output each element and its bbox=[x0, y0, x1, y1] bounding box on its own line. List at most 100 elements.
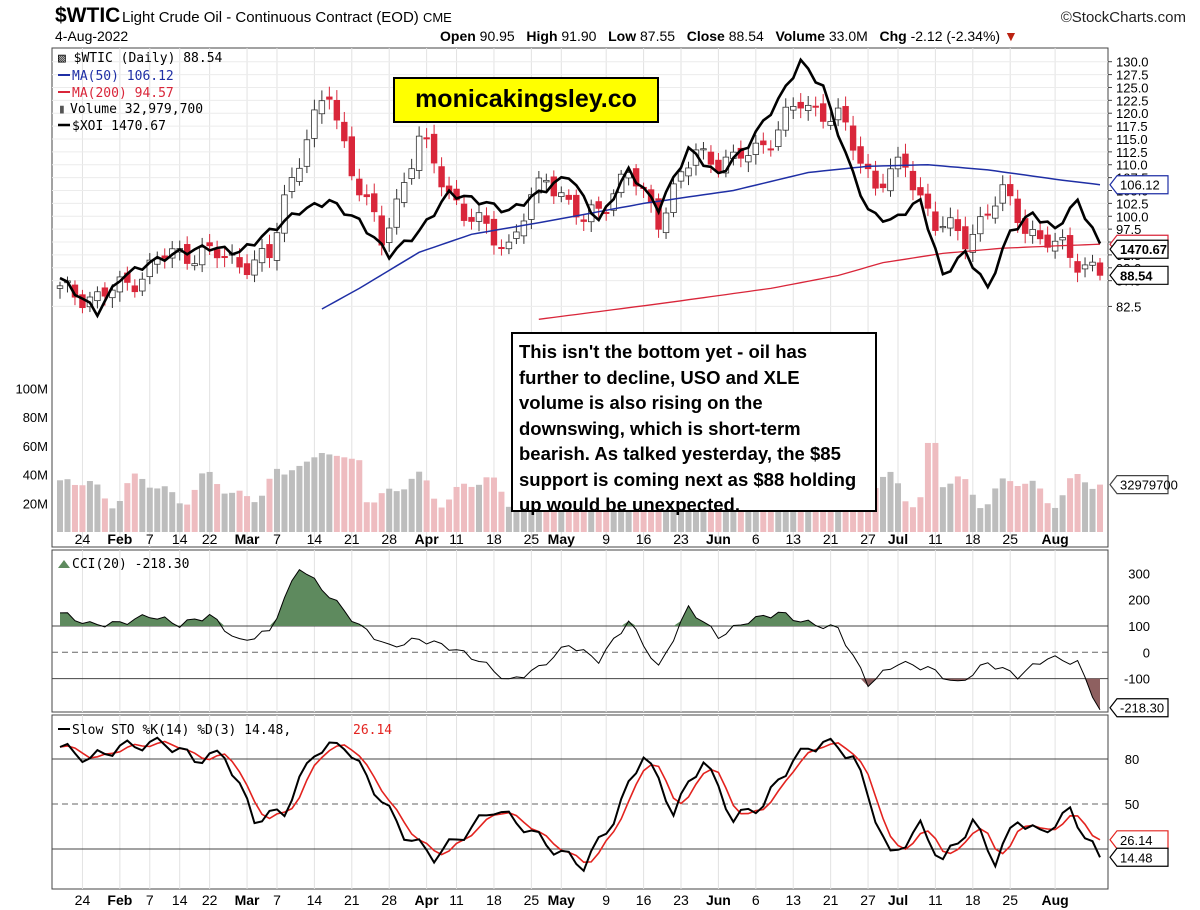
volume-bar bbox=[835, 503, 842, 532]
x-tick-label-top: 11 bbox=[449, 531, 464, 547]
candle bbox=[348, 126, 355, 181]
x-tick-label-bottom: 25 bbox=[524, 892, 540, 908]
candle bbox=[1007, 175, 1014, 206]
candle-body bbox=[1014, 198, 1021, 223]
cci-indicator bbox=[52, 569, 1108, 710]
volume-bar bbox=[880, 476, 887, 532]
price-tick-label: 100.0 bbox=[1116, 209, 1149, 224]
candle-body bbox=[1074, 261, 1081, 273]
sto-k-tag-box bbox=[1109, 847, 1169, 867]
volume-bar bbox=[1074, 473, 1081, 532]
cci-tag: -218.30 bbox=[1109, 698, 1169, 718]
x-tick-label-top: 11 bbox=[928, 531, 943, 547]
cci-pane bbox=[51, 549, 1109, 713]
volume-bar bbox=[386, 488, 393, 532]
brand-link[interactable]: ©StockCharts.com bbox=[1060, 9, 1186, 26]
instrument-name: Light Crude Oil - Continuous Contract (E… bbox=[122, 9, 452, 26]
candle bbox=[977, 206, 984, 242]
x-tick-label-top: 14 bbox=[172, 531, 188, 547]
candle-body bbox=[326, 96, 333, 100]
candle-body bbox=[483, 215, 490, 224]
close-tag-box bbox=[1109, 265, 1169, 285]
candle bbox=[243, 254, 251, 280]
volume-bar bbox=[169, 492, 176, 532]
candle bbox=[296, 158, 303, 186]
volume-bar bbox=[251, 502, 258, 532]
down-arrow-icon: ▼ bbox=[1003, 28, 1018, 44]
cci-tick-label: 0 bbox=[1143, 645, 1150, 660]
low-label: Low bbox=[608, 28, 637, 44]
x-tick-label-top: 9 bbox=[602, 531, 610, 547]
volume-tag: 32979700 bbox=[1109, 475, 1178, 495]
candle bbox=[805, 95, 812, 121]
volume-bar bbox=[139, 478, 146, 532]
volume-bar bbox=[498, 491, 505, 532]
annotation-box: This isn't the bottom yet - oil has furt… bbox=[511, 332, 877, 515]
candle-body bbox=[932, 211, 939, 231]
volume-bar bbox=[101, 498, 108, 532]
volume-bar bbox=[57, 480, 63, 532]
volume-tag-text: 32979700 bbox=[1120, 478, 1178, 493]
candle-body bbox=[812, 105, 819, 108]
candle bbox=[909, 161, 917, 201]
volume-bar bbox=[483, 477, 490, 532]
candle-body bbox=[565, 194, 572, 200]
candle-body bbox=[752, 142, 760, 155]
legend-ma50-text: MA(50) 106.12 bbox=[72, 69, 174, 84]
candle-body bbox=[146, 259, 153, 278]
candle bbox=[318, 90, 326, 124]
volume-bar bbox=[244, 496, 251, 532]
cci-tag-text: -218.30 bbox=[1120, 701, 1164, 716]
candle bbox=[56, 281, 64, 299]
candle bbox=[924, 183, 932, 216]
candle bbox=[505, 234, 513, 255]
volume-bar bbox=[1022, 483, 1029, 532]
open-label: Open bbox=[440, 28, 476, 44]
candle bbox=[1081, 257, 1089, 278]
sto-pane bbox=[51, 714, 1109, 890]
volume-bar bbox=[371, 502, 378, 532]
x-tick-label-top: Jun bbox=[706, 531, 731, 547]
volume-bar bbox=[64, 479, 71, 532]
close-tag-text: 88.54 bbox=[1120, 268, 1153, 283]
volume-bar bbox=[894, 483, 901, 532]
volume-bar bbox=[1029, 480, 1036, 532]
volume-bar bbox=[146, 487, 153, 532]
x-tick-label-top: 7 bbox=[146, 531, 154, 547]
x-tick-label-top: 24 bbox=[75, 531, 91, 547]
x-tick-label-top: 16 bbox=[636, 531, 652, 547]
exchange: CME bbox=[422, 10, 452, 25]
candle bbox=[423, 128, 430, 149]
candle-body bbox=[1007, 184, 1014, 197]
x-tick-label-top: 18 bbox=[486, 531, 502, 547]
candle bbox=[490, 211, 498, 255]
candle bbox=[662, 207, 670, 239]
candle-body bbox=[386, 227, 393, 243]
candle-body bbox=[273, 232, 281, 261]
candle-body bbox=[318, 100, 326, 115]
candle-body bbox=[827, 121, 834, 126]
volume-bar bbox=[281, 474, 288, 532]
value-tags: 106.1294.571470.6788.5432979700-218.3026… bbox=[1109, 175, 1178, 867]
candle bbox=[311, 99, 318, 148]
candle bbox=[782, 98, 789, 137]
volume-bar bbox=[1089, 488, 1096, 532]
x-tick-label-bottom: Mar bbox=[235, 892, 260, 908]
x-tick-label-top: 23 bbox=[673, 531, 689, 547]
candle-body bbox=[236, 257, 243, 268]
candle-body bbox=[595, 201, 602, 209]
candle-body bbox=[580, 219, 587, 222]
candle bbox=[475, 204, 483, 232]
candle-body bbox=[924, 193, 932, 209]
candle bbox=[954, 209, 962, 241]
volume-bar bbox=[775, 494, 782, 532]
volume-bar bbox=[1067, 478, 1074, 532]
candle bbox=[213, 240, 221, 269]
candle-body bbox=[767, 148, 774, 151]
volume-bars-icon: ▮ bbox=[58, 102, 66, 117]
volume-bar bbox=[999, 478, 1006, 532]
candle-body bbox=[296, 167, 303, 182]
cci-tag-box bbox=[1109, 698, 1169, 718]
candle-body bbox=[872, 170, 879, 189]
candle-body bbox=[468, 217, 475, 222]
